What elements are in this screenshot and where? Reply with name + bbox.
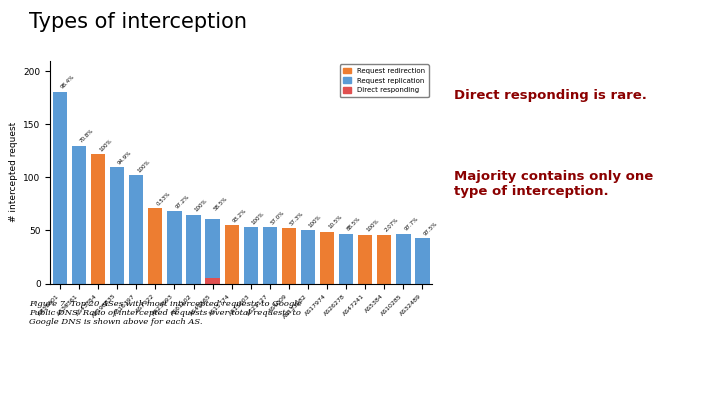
Text: 57.3%: 57.3%: [289, 211, 305, 227]
Text: 94.9%: 94.9%: [117, 149, 133, 165]
Text: 2.07%: 2.07%: [384, 217, 400, 233]
Text: 100%: 100%: [136, 159, 151, 174]
Text: 100%: 100%: [251, 211, 266, 226]
Bar: [148, 208, 163, 284]
Legend: Request redirection, Request replication, Direct responding: Request redirection, Request replication…: [340, 64, 428, 97]
Text: Direct responding is rare.: Direct responding is rare.: [454, 89, 647, 102]
Text: 70.8%: 70.8%: [79, 128, 95, 144]
Bar: [243, 227, 258, 284]
Bar: [205, 219, 220, 284]
Text: 93.2%: 93.2%: [232, 208, 248, 224]
Bar: [320, 232, 334, 284]
Text: Majority contains only one
type of interception.: Majority contains only one type of inter…: [454, 170, 653, 198]
Bar: [167, 211, 181, 284]
Bar: [415, 238, 430, 284]
Bar: [53, 92, 67, 284]
Text: 0.53%: 0.53%: [156, 191, 171, 207]
Bar: [339, 234, 354, 284]
Bar: [263, 227, 277, 284]
Text: 100%: 100%: [98, 138, 113, 153]
Text: 100%: 100%: [194, 198, 208, 213]
Bar: [129, 175, 143, 284]
Text: 98.4%: 98.4%: [60, 74, 76, 90]
Text: 97.2%: 97.2%: [174, 194, 190, 210]
Bar: [282, 228, 296, 284]
Text: Figure 7: Top 20 ASes with most intercepted requests to Google
Public DNS. Ratio: Figure 7: Top 20 ASes with most intercep…: [29, 300, 302, 326]
Bar: [358, 235, 372, 284]
Text: 57.0%: 57.0%: [270, 210, 286, 226]
Bar: [225, 225, 239, 284]
Bar: [377, 235, 392, 284]
Text: 88.5%: 88.5%: [346, 216, 362, 232]
Y-axis label: # intercepted request: # intercepted request: [9, 122, 18, 222]
Bar: [72, 146, 86, 284]
Bar: [205, 278, 220, 284]
Bar: [396, 234, 410, 284]
Text: 97.5%: 97.5%: [423, 220, 438, 236]
Bar: [91, 154, 105, 284]
Text: 97.7%: 97.7%: [403, 216, 419, 232]
Text: 100%: 100%: [365, 219, 380, 233]
Bar: [186, 215, 201, 284]
Text: 10.5%: 10.5%: [327, 214, 343, 230]
Bar: [301, 230, 315, 284]
Text: Types of interception: Types of interception: [29, 12, 247, 32]
Bar: [110, 167, 125, 284]
Text: 58.5%: 58.5%: [212, 196, 228, 212]
Text: 100%: 100%: [308, 214, 323, 229]
